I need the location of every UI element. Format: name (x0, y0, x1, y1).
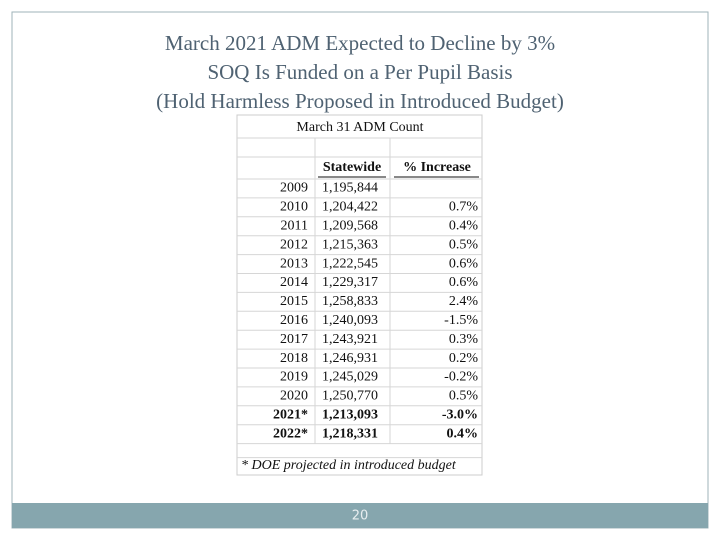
table-cell: 2015 (280, 294, 308, 309)
table-cell: 1,250,770 (322, 389, 378, 404)
page-number: 20 (352, 509, 369, 524)
slide-title-line: (Hold Harmless Proposed in Introduced Bu… (156, 89, 564, 113)
table-cell: -0.2% (444, 370, 478, 385)
table-cell: 2011 (281, 218, 308, 233)
table-cell: 0.7% (449, 200, 479, 215)
table-footnote: * DOE projected in introduced budget (241, 458, 457, 473)
table-cell: 0.5% (449, 389, 479, 404)
table-cell: 0.6% (449, 275, 479, 290)
table-cell: 2.4% (449, 294, 479, 309)
table-cell: 2009 (280, 181, 308, 196)
table-cell: 1,204,422 (322, 200, 378, 215)
table-cell: 1,258,833 (322, 294, 378, 309)
table-cell: 2016 (280, 313, 308, 328)
table-cell: 1,195,844 (322, 181, 378, 196)
table-cell: 1,243,921 (322, 332, 378, 347)
table-cell: 2020 (280, 389, 308, 404)
table-cell: 1,245,029 (322, 370, 378, 385)
table-cell: -3.0% (442, 407, 478, 422)
table-cell: 2014 (280, 275, 308, 290)
table-cell: 1,246,931 (322, 351, 378, 366)
table-cell: 1,213,093 (322, 407, 378, 422)
table-cell: 0.2% (449, 351, 479, 366)
table-cell: 2022* (273, 426, 308, 441)
table-cell: 1,215,363 (322, 237, 378, 252)
table-cell: 2019 (280, 370, 308, 385)
table-cell: 1,209,568 (322, 218, 378, 233)
table-cell: 2013 (280, 256, 308, 271)
table-title: March 31 ADM Count (296, 120, 423, 135)
slide-title-line: March 2021 ADM Expected to Decline by 3% (165, 31, 555, 55)
table-cell: 0.3% (449, 332, 479, 347)
table-cell: 2018 (280, 351, 308, 366)
table-cell: 0.4% (447, 426, 479, 441)
table-cell: 2012 (280, 237, 308, 252)
table-cell: 2010 (280, 200, 308, 215)
column-header: % Increase (403, 160, 471, 175)
table-frame (236, 114, 483, 476)
slide-title-line: SOQ Is Funded on a Per Pupil Basis (207, 60, 512, 84)
table-cell: -1.5% (444, 313, 478, 328)
table-cell: 2021* (273, 407, 308, 422)
table-cell: 1,229,317 (322, 275, 378, 290)
table-cell: 0.5% (449, 237, 479, 252)
table-cell: 1,218,331 (322, 426, 378, 441)
column-header: Statewide (323, 160, 381, 175)
table-cell: 0.6% (449, 256, 479, 271)
table-cell: 1,240,093 (322, 313, 378, 328)
table-cell: 1,222,545 (322, 256, 378, 271)
table-cell: 0.4% (449, 218, 479, 233)
table-cell: 2017 (280, 332, 308, 347)
footer-bar (12, 503, 708, 528)
